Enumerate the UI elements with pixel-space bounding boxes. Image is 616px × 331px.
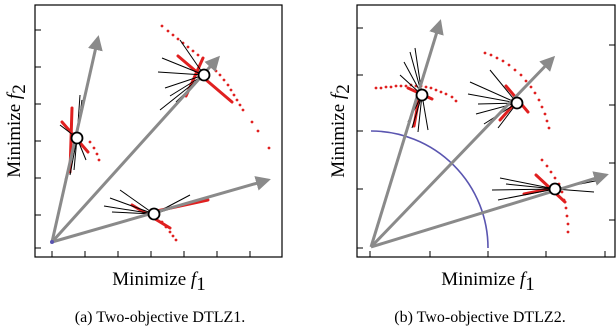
panel-a-vector-2 bbox=[50, 55, 221, 244]
panel-b-xlabel: Minimize f1 bbox=[441, 269, 534, 295]
panel-b-y-ticks bbox=[357, 27, 615, 249]
panel-a-ylabel: Minimize f2 bbox=[4, 84, 30, 177]
panel-a-vector-3 bbox=[51, 176, 271, 244]
panel-a-y-ticks bbox=[35, 29, 41, 249]
panel-b-vector-2 bbox=[369, 55, 556, 249]
panel-b-vectors bbox=[369, 19, 609, 249]
panel-b-x-ticks bbox=[369, 251, 606, 257]
panel-b-front-dots bbox=[374, 51, 570, 234]
panel-a-frame bbox=[34, 4, 283, 258]
panel-b-vector-1 bbox=[369, 19, 444, 248]
panel-b-solutions bbox=[415, 88, 562, 196]
panel-a-x-ticks bbox=[51, 251, 251, 257]
panel-b-arc bbox=[370, 130, 489, 249]
panel-a-solution-2 bbox=[197, 68, 211, 82]
panel-a-caption: (a) Two-objective DTLZ1. bbox=[75, 309, 246, 326]
panel-b-vector-3 bbox=[370, 171, 609, 249]
panel-b-neighbor-lines bbox=[399, 47, 601, 201]
panel-b-ylabel: Minimize f2 bbox=[328, 84, 354, 177]
panel-a-solution-3 bbox=[147, 207, 161, 221]
panel-a-origin bbox=[50, 240, 54, 244]
panel-a-solution-1 bbox=[70, 131, 84, 145]
panel-a-solutions bbox=[70, 68, 211, 221]
panel-b-solution-1 bbox=[415, 88, 429, 102]
svg-text:Minimize f2: Minimize f2 bbox=[4, 84, 30, 177]
svg-text:Minimize f2: Minimize f2 bbox=[328, 84, 354, 177]
panel-a-neighbor-lines bbox=[59, 39, 205, 215]
panel-b-caption: (b) Two-objective DTLZ2. bbox=[394, 309, 565, 326]
panel-b-solution-3 bbox=[548, 182, 562, 196]
panel-a-vectors bbox=[50, 35, 271, 244]
panel-b-solution-2 bbox=[510, 96, 524, 110]
panel-a-xlabel: Minimize f1 bbox=[112, 269, 205, 295]
panel-a: Minimize f2 Minimize f1 (a) Two-objectiv… bbox=[4, 4, 283, 326]
panel-b: Minimize f2 Minimize f1 (b) Two-objectiv… bbox=[328, 4, 616, 326]
